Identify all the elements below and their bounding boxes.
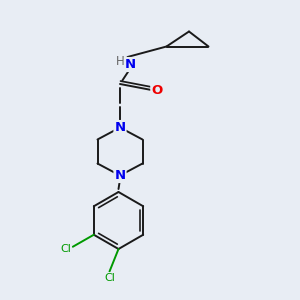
Text: Cl: Cl [104, 273, 115, 283]
Text: Cl: Cl [60, 244, 71, 254]
Text: N: N [114, 121, 126, 134]
Text: N: N [125, 58, 136, 71]
Text: H: H [116, 55, 124, 68]
Text: O: O [151, 83, 163, 97]
Text: N: N [114, 169, 126, 182]
